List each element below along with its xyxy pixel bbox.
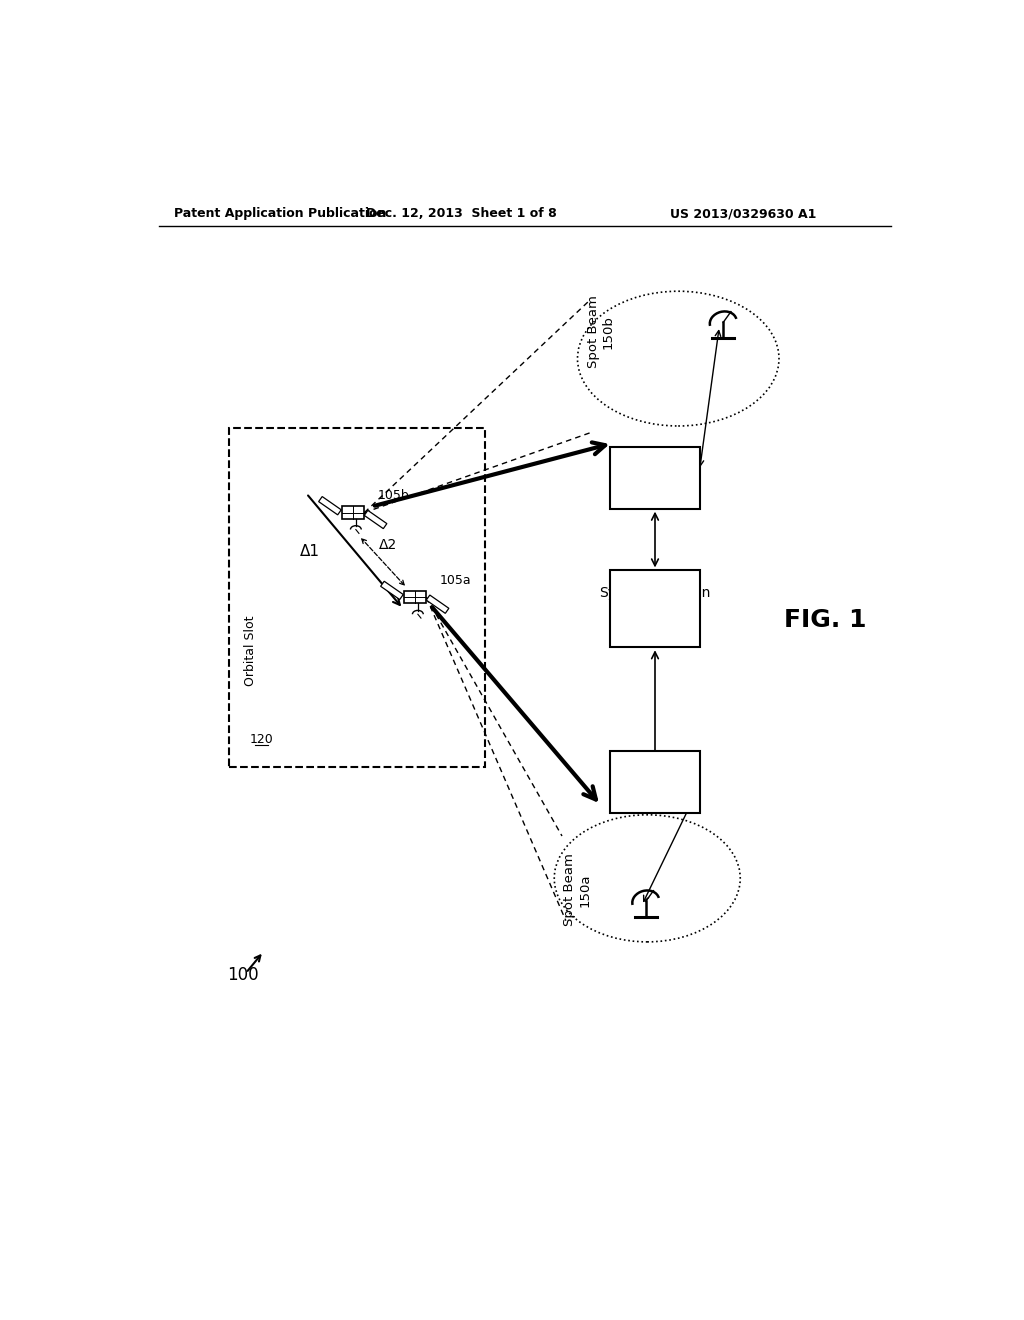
Text: 105b: 105b xyxy=(378,490,410,502)
Text: FIG. 1: FIG. 1 xyxy=(784,609,866,632)
Bar xyxy=(610,570,699,647)
Bar xyxy=(381,581,403,599)
Text: Orbital Slot: Orbital Slot xyxy=(244,616,257,686)
Bar xyxy=(610,751,699,813)
Bar xyxy=(365,511,387,528)
Text: Δ1: Δ1 xyxy=(300,544,321,558)
Bar xyxy=(403,591,426,603)
Bar xyxy=(342,507,364,519)
Text: Spot Beam
150a: Spot Beam 150a xyxy=(563,854,592,927)
Text: Δ2: Δ2 xyxy=(379,539,397,552)
Text: US 2013/0329630 A1: US 2013/0329630 A1 xyxy=(671,207,817,220)
Text: Dec. 12, 2013  Sheet 1 of 8: Dec. 12, 2013 Sheet 1 of 8 xyxy=(366,207,557,220)
Text: Ground
Terminal
165b: Ground Terminal 165b xyxy=(626,455,684,502)
Bar xyxy=(228,428,484,767)
Text: Ground
Terminal
165a: Ground Terminal 165a xyxy=(626,759,684,805)
Text: 120: 120 xyxy=(250,733,273,746)
Text: Synchronization
System
170: Synchronization System 170 xyxy=(599,586,711,632)
Bar xyxy=(610,447,699,508)
Text: 100: 100 xyxy=(227,966,258,983)
Text: Patent Application Publication: Patent Application Publication xyxy=(174,207,387,220)
Text: 105a: 105a xyxy=(439,574,471,587)
Bar xyxy=(318,496,341,515)
Bar xyxy=(426,595,449,614)
Text: Spot Beam
150b: Spot Beam 150b xyxy=(587,296,614,368)
